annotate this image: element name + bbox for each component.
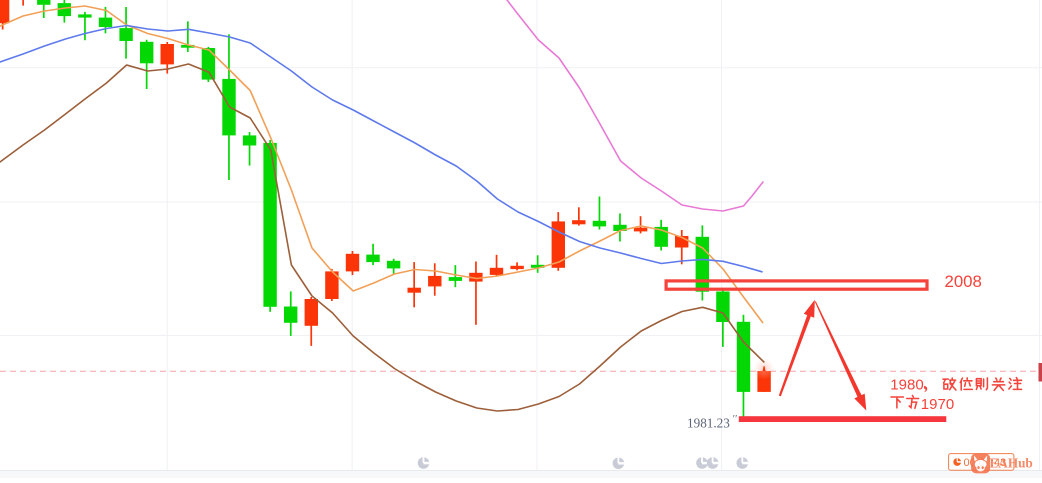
svg-text:1970: 1970 [921, 396, 954, 413]
svg-text:′′: ′′ [733, 414, 738, 425]
svg-text:1981.23: 1981.23 [687, 416, 730, 431]
svg-text:EAHub: EAHub [990, 455, 1033, 470]
svg-text:1980: 1980 [890, 377, 923, 394]
svg-text:2008: 2008 [945, 272, 982, 291]
